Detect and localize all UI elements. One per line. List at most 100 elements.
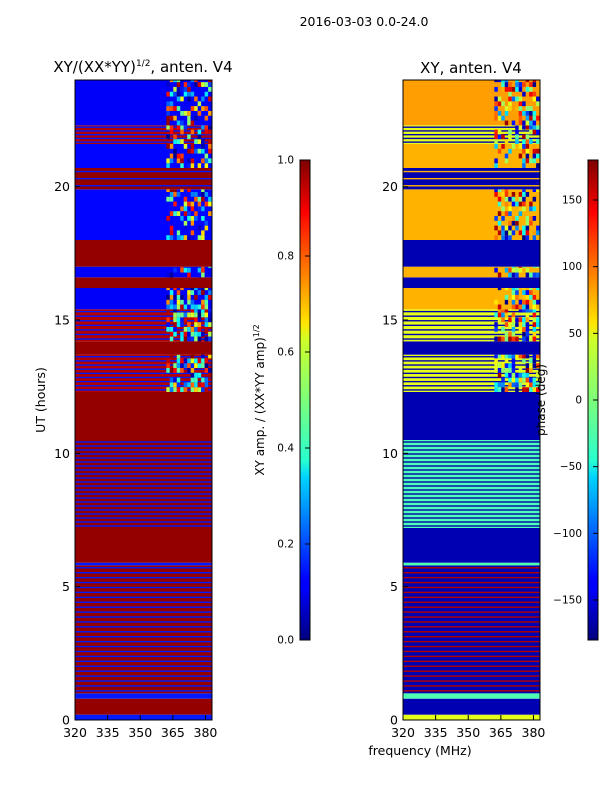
left-colorbar-gradient bbox=[299, 159, 311, 641]
right-heatmap bbox=[403, 80, 540, 720]
right-rfi-cell bbox=[529, 363, 533, 368]
left-rfi-cell bbox=[204, 153, 209, 159]
right-rfi-cell bbox=[494, 80, 498, 83]
left-rfi-cell bbox=[194, 322, 198, 327]
left-ytick-label: 5 bbox=[62, 579, 70, 594]
right-rfi-cell bbox=[501, 309, 505, 313]
right-rfi-cell bbox=[494, 86, 498, 92]
right-rfi-cell bbox=[529, 368, 533, 373]
left-rfi-cell bbox=[187, 110, 191, 116]
right-band-8-stripe bbox=[403, 368, 540, 370]
right-rfi-cell bbox=[522, 266, 526, 268]
right-rfi-cell bbox=[532, 125, 537, 130]
left-rfi-cell bbox=[166, 189, 170, 192]
right-rfi-cell bbox=[515, 294, 519, 300]
right-band-8-stripe bbox=[403, 376, 540, 379]
right-rfi-cell bbox=[515, 317, 519, 323]
left-band-3-stripe bbox=[75, 596, 212, 599]
right-axis-ticks: 320 335 350 365 380 0 5 10 15 20 bbox=[382, 179, 545, 740]
right-rfi-cell bbox=[525, 120, 530, 126]
left-band-6-stripe bbox=[75, 453, 212, 455]
left-band-6-stripe bbox=[75, 461, 212, 463]
right-rfi-cell bbox=[494, 110, 498, 116]
left-band-6-stripe bbox=[75, 489, 212, 491]
right-rfi-cell bbox=[504, 153, 509, 159]
left-rfi-cell bbox=[190, 192, 195, 197]
left-rfi-cell bbox=[190, 336, 195, 342]
right-rfi-cell bbox=[494, 267, 498, 273]
left-rfi-cell bbox=[194, 326, 198, 332]
right-rfi-cell bbox=[511, 294, 516, 300]
left-ytick-label: 20 bbox=[54, 179, 70, 194]
right-rfi-cell bbox=[536, 225, 540, 231]
right-rfi-cell bbox=[497, 387, 502, 392]
right-rfi-cell bbox=[532, 354, 537, 359]
right-colorbar-ticks: −150 −100 −50 0 50 100 150 bbox=[553, 195, 598, 607]
left-band-10-stripe bbox=[75, 324, 212, 327]
right-rfi-cell bbox=[508, 230, 512, 236]
right-rfi-cell bbox=[536, 115, 540, 121]
right-rfi-cell bbox=[536, 148, 540, 154]
left-rfi-cell bbox=[187, 363, 191, 368]
right-rfi-cell bbox=[529, 294, 533, 300]
left-rfi-cell bbox=[197, 139, 202, 144]
right-band-5 bbox=[403, 528, 540, 563]
left-rfi-cell bbox=[173, 201, 177, 207]
right-rfi-cell bbox=[501, 144, 505, 149]
left-rfi-cell bbox=[190, 354, 195, 359]
left-rfi-cell bbox=[208, 129, 212, 135]
left-rfi-cell bbox=[166, 326, 170, 332]
right-rfi-cell bbox=[536, 322, 540, 327]
right-rfi-cell bbox=[508, 91, 512, 97]
right-rfi-cell bbox=[511, 196, 516, 202]
left-rfi-cell bbox=[197, 201, 202, 207]
left-rfi-cell bbox=[180, 363, 184, 368]
right-rfi-cell bbox=[504, 189, 509, 192]
left-colorbar-label: XY amp. / (XX*YY amp)1/2 bbox=[252, 324, 267, 475]
right-band-10-stripe bbox=[403, 338, 540, 340]
right-rfi-cell bbox=[501, 354, 505, 359]
left-xtick-label: 350 bbox=[128, 725, 152, 740]
left-band-3-stripe bbox=[75, 601, 212, 603]
right-colorbar-tick-label: −150 bbox=[553, 595, 582, 607]
right-rfi-cell bbox=[515, 106, 519, 111]
right-rfi-cell bbox=[522, 148, 526, 154]
left-rfi-cell bbox=[166, 82, 170, 87]
right-rfi-cell bbox=[536, 272, 540, 278]
left-rfi-cell bbox=[194, 312, 198, 318]
left-rfi-cell bbox=[187, 304, 191, 310]
right-band-3-stripe bbox=[403, 690, 540, 692]
right-band-3-stripe bbox=[403, 665, 540, 667]
right-rfi-cell bbox=[508, 211, 512, 216]
left-rfi-cell bbox=[169, 220, 174, 226]
right-rfi-cell bbox=[525, 230, 530, 236]
left-rfi-cell bbox=[166, 216, 170, 221]
right-rfi-cell bbox=[501, 230, 505, 236]
left-rfi-cell bbox=[190, 196, 195, 202]
left-rfi-cell bbox=[208, 211, 212, 216]
left-rfi-cell bbox=[173, 322, 177, 327]
right-rfi-cell bbox=[497, 354, 502, 359]
right-rfi-cell bbox=[515, 82, 519, 87]
right-rfi-cell bbox=[504, 158, 509, 164]
left-rfi-cell bbox=[166, 91, 170, 97]
left-rfi-cell bbox=[173, 267, 177, 273]
right-rfi-cell bbox=[494, 163, 498, 168]
right-band-18-stripe bbox=[403, 141, 540, 143]
left-rfi-cell bbox=[208, 354, 212, 359]
right-rfi-cell bbox=[532, 387, 537, 392]
left-rfi-cell bbox=[169, 377, 174, 383]
left-rfi-cell bbox=[176, 288, 181, 291]
left-rfi-cell bbox=[176, 230, 181, 236]
left-rfi-cell bbox=[169, 299, 174, 305]
right-rfi-cell bbox=[497, 382, 502, 388]
left-rfi-cell bbox=[169, 294, 174, 300]
right-rfi-cell bbox=[536, 153, 540, 159]
left-rfi-cell bbox=[197, 372, 202, 378]
right-rfi-cell bbox=[536, 230, 540, 236]
right-rfi-cell bbox=[525, 86, 530, 92]
right-rfi-cell bbox=[525, 144, 530, 149]
right-band-3-stripe bbox=[403, 675, 540, 677]
right-rfi-cell bbox=[536, 96, 540, 102]
right-rfi-cell bbox=[518, 304, 523, 310]
